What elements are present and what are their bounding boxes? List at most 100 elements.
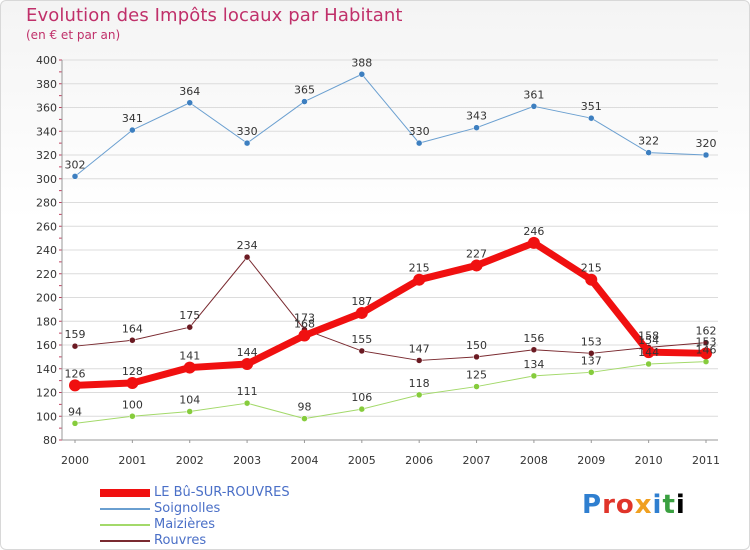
data-point xyxy=(301,98,308,105)
data-label: 330 xyxy=(237,125,258,138)
data-label: 365 xyxy=(294,84,315,97)
data-point xyxy=(129,126,136,134)
data-point xyxy=(129,337,136,344)
y-tick-label: 380 xyxy=(36,78,57,91)
data-point xyxy=(358,71,366,78)
legend-swatch xyxy=(100,524,150,526)
data-point xyxy=(71,173,79,180)
data-label: 246 xyxy=(523,225,544,238)
series-line xyxy=(74,361,707,424)
y-tick-label: 320 xyxy=(36,149,57,162)
y-tick-label: 80 xyxy=(43,434,57,447)
data-label: 351 xyxy=(581,100,602,113)
x-tick-label: 2005 xyxy=(348,454,376,467)
data-label: 111 xyxy=(237,385,258,398)
x-tick-label: 2003 xyxy=(233,454,261,467)
data-point xyxy=(642,346,655,359)
data-point xyxy=(126,377,139,389)
data-point xyxy=(413,273,426,286)
data-label: 134 xyxy=(523,358,544,371)
data-label: 128 xyxy=(122,365,143,378)
data-label: 320 xyxy=(696,137,717,150)
data-label: 146 xyxy=(696,344,717,357)
series-line xyxy=(74,256,707,361)
data-point xyxy=(588,114,595,122)
data-label: 126 xyxy=(65,367,86,380)
data-point xyxy=(241,358,254,370)
data-label: 144 xyxy=(638,346,659,359)
data-point xyxy=(301,415,308,422)
data-label: 215 xyxy=(409,262,430,275)
data-label: 343 xyxy=(466,110,487,123)
data-point xyxy=(415,357,423,364)
data-point xyxy=(700,347,712,360)
data-point xyxy=(473,124,480,131)
legend-swatch xyxy=(100,489,150,497)
data-label: 388 xyxy=(351,56,372,69)
data-point xyxy=(473,353,480,361)
chart-subtitle: (en € et par an) xyxy=(26,28,121,42)
data-point xyxy=(585,273,598,286)
legend-swatch xyxy=(100,540,150,542)
proxiti-logo: Proxiti xyxy=(582,490,686,520)
y-tick-label: 180 xyxy=(36,315,57,328)
x-tick-label: 2008 xyxy=(520,454,548,467)
data-point xyxy=(243,139,251,147)
data-label: 106 xyxy=(351,391,372,404)
data-label: 215 xyxy=(581,262,602,275)
legend-label: Maizières xyxy=(154,517,216,532)
series-line xyxy=(74,73,707,177)
legend-swatch xyxy=(100,508,150,510)
data-label: 155 xyxy=(351,333,372,346)
data-label: 173 xyxy=(294,312,315,325)
data-point xyxy=(588,350,595,357)
data-label: 153 xyxy=(696,335,717,348)
data-label: 234 xyxy=(237,239,258,252)
data-label: 156 xyxy=(523,332,544,345)
data-point xyxy=(473,383,480,390)
data-label: 164 xyxy=(122,322,143,335)
y-tick-label: 200 xyxy=(36,292,57,305)
data-label: 168 xyxy=(294,318,315,331)
data-point xyxy=(530,346,538,353)
data-label: 361 xyxy=(523,88,544,101)
data-point xyxy=(470,259,483,272)
data-label: 147 xyxy=(409,342,430,355)
data-point xyxy=(355,306,368,319)
data-label: 187 xyxy=(351,295,372,308)
data-label: 302 xyxy=(65,158,86,171)
data-point xyxy=(186,323,193,331)
x-tick-label: 2004 xyxy=(290,454,318,467)
series-line xyxy=(71,239,710,389)
data-label: 364 xyxy=(179,85,200,98)
data-point xyxy=(183,361,196,374)
data-label: 98 xyxy=(297,401,311,414)
legend-label: Rouvres xyxy=(154,533,207,548)
data-label: 94 xyxy=(68,405,82,418)
data-point xyxy=(243,399,251,407)
data-point xyxy=(530,372,538,380)
data-label: 175 xyxy=(179,309,200,322)
legend-label: Soignolles xyxy=(154,501,221,516)
data-point xyxy=(530,103,538,110)
y-tick-label: 120 xyxy=(36,387,57,400)
y-tick-label: 140 xyxy=(36,363,57,376)
x-tick-label: 2001 xyxy=(118,454,146,467)
legend-label: LE Bû-SUR-ROUVRES xyxy=(154,485,290,500)
x-tick-label: 2009 xyxy=(577,454,605,467)
data-label: 162 xyxy=(696,325,717,338)
data-point xyxy=(358,347,366,355)
data-point xyxy=(129,413,136,420)
data-label: 341 xyxy=(122,112,143,125)
data-label: 150 xyxy=(466,339,487,352)
data-label: 322 xyxy=(638,135,659,148)
data-point xyxy=(702,339,710,346)
y-tick-label: 340 xyxy=(36,125,57,138)
x-tick-label: 2007 xyxy=(463,454,491,467)
data-point xyxy=(186,408,193,415)
chart-title: Evolution des Impôts locaux par Habitant xyxy=(26,5,403,26)
x-tick-label: 2000 xyxy=(61,454,89,467)
data-label: 159 xyxy=(65,328,86,341)
data-label: 154 xyxy=(638,334,659,347)
y-tick-label: 100 xyxy=(36,410,57,423)
